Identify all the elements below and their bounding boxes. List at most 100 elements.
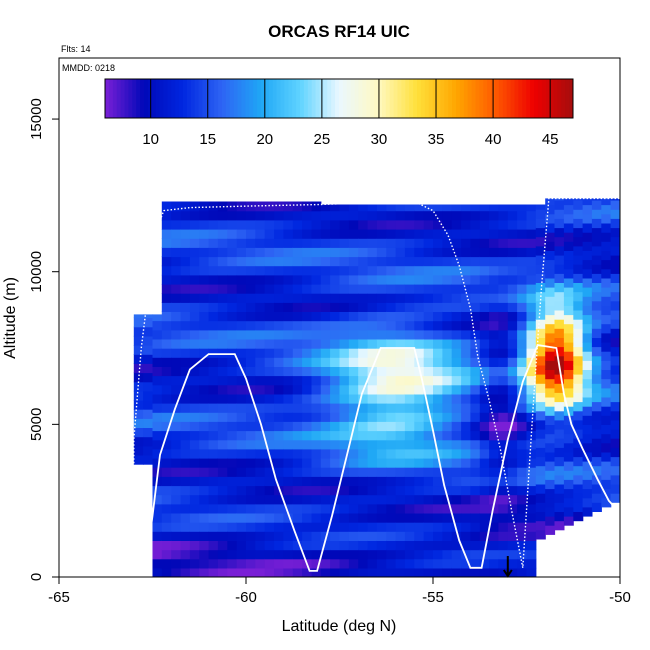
heatmap-cell [161,540,172,551]
heatmap-cell [236,256,247,267]
colorbar-swatch [303,79,309,118]
heatmap-cell [563,268,574,279]
heatmap-cell [283,256,294,267]
heatmap-cell [451,567,462,577]
heatmap-cell [423,531,434,541]
heatmap-cell [189,421,200,432]
heatmap-cell [498,531,509,541]
heatmap-cell [367,274,378,285]
heatmap-cell [292,421,303,432]
heatmap-cell [573,364,584,375]
heatmap-cell [386,204,397,212]
heatmap-cell [199,412,210,422]
heatmap-cell [563,396,574,407]
heatmap-cell [358,540,369,551]
heatmap-cell [489,265,499,276]
heatmap-cell [507,476,518,487]
heatmap-cell [591,438,602,448]
heatmap-cell [330,302,341,312]
heatmap-cell [461,256,471,267]
heatmap-cell [489,293,499,303]
heatmap-cell [367,558,378,569]
heatmap-cell [358,430,369,441]
heatmap-cell [563,241,574,251]
heatmap-cell [489,329,499,340]
heatmap-cell [133,454,144,465]
heatmap-cell [302,567,313,577]
heatmap-cell [348,256,359,267]
heatmap-cell [563,305,574,316]
heatmap-cell [292,302,303,312]
heatmap-cell [554,346,565,357]
heatmap-cell [348,412,359,422]
heatmap-cell [189,485,200,496]
heatmap-cell [386,494,397,505]
heatmap-cell [161,503,172,514]
heatmap-cell [535,364,546,375]
heatmap-cell [563,451,574,462]
heatmap-cell [470,256,481,267]
colorbar-swatch [249,79,254,118]
heatmap-cell [217,448,228,459]
heatmap-cell [461,229,471,239]
heatmap-cell [610,493,620,503]
heatmap-cell [610,309,620,320]
heatmap-cell [498,512,509,523]
heatmap-cell [591,410,602,421]
heatmap-cell [236,430,247,441]
heatmap-cell [573,218,584,229]
heatmap-cell [330,219,341,230]
heatmap-cell [451,485,462,496]
heatmap-cell [217,247,228,258]
heatmap-cell [302,357,313,367]
heatmap-cell [489,274,499,285]
heatmap-cell [489,485,499,496]
heatmap-cell [442,274,453,285]
heatmap-cell [311,283,322,294]
heatmap-cell [189,567,200,577]
heatmap-cell [302,320,313,331]
heatmap-cell [199,366,210,377]
heatmap-cell [451,476,462,487]
colorbar-swatch [420,79,426,118]
heatmap-cell [227,348,238,358]
colorbar-swatch [565,79,570,118]
heatmap-cell [311,512,322,523]
colorbar-swatch [183,79,188,118]
heatmap-cell [161,357,172,367]
heatmap-cell [423,210,434,221]
heatmap-cell [217,439,228,450]
heatmap-cell [236,467,247,477]
heatmap-cell [526,210,537,221]
heatmap-cell [227,238,238,248]
heatmap-cell [404,448,415,459]
heatmap-cell [217,503,228,514]
heatmap-cell [320,302,331,312]
heatmap-cell [358,531,369,541]
heatmap-cell [292,274,303,285]
heatmap-cell [189,229,200,239]
heatmap-cell [582,341,593,352]
heatmap-cell [404,476,415,487]
heatmap-cell [255,210,266,221]
heatmap-cell [423,384,434,395]
heatmap-cell [563,461,574,471]
heatmap-cell [199,247,210,258]
heatmap-cell [330,247,341,258]
heatmap-cell [283,357,294,367]
heatmap-cell [610,474,620,485]
heatmap-cell [442,485,453,496]
heatmap-cell [171,467,182,477]
heatmap-cell [610,419,620,430]
heatmap-cell [479,204,490,212]
heatmap-cell [367,448,378,459]
heatmap-cell [395,375,406,386]
heatmap-cell [171,503,182,514]
heatmap-cell [161,412,172,422]
heatmap-cell [180,393,191,404]
heatmap-cell [498,503,509,514]
heatmap-cell [199,219,210,230]
heatmap-cell [442,549,453,560]
heatmap-cell [246,274,256,285]
heatmap-cell [517,274,528,285]
